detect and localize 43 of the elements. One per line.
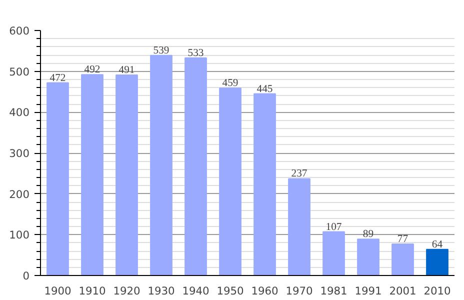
bar (219, 88, 242, 276)
data-label: 77 (397, 234, 409, 246)
data-label: 491 (118, 65, 135, 76)
x-tick-label: 1940 (182, 284, 210, 298)
data-label: 445 (256, 84, 273, 95)
x-tick-label: 1930 (148, 284, 176, 298)
x-tick-label: 1910 (78, 284, 106, 298)
bar (392, 244, 414, 276)
y-tick-label: 200 (9, 188, 30, 201)
y-tick-label: 100 (9, 228, 30, 242)
bar (322, 231, 345, 276)
x-tick-label: 1991 (354, 284, 382, 298)
bar (150, 54, 172, 276)
y-tick-label: 400 (9, 106, 30, 120)
x-tick-label: 1970 (286, 284, 314, 298)
data-label: 237 (291, 168, 308, 180)
x-tick-label: 2001 (389, 284, 416, 298)
bar (46, 82, 69, 276)
data-label: 459 (222, 78, 238, 90)
y-tick-label: 300 (9, 147, 30, 160)
data-label: 89 (362, 229, 374, 240)
bar (116, 74, 138, 276)
bar (254, 93, 276, 276)
data-label: 492 (84, 64, 100, 76)
x-tick-label: 1900 (44, 284, 72, 298)
bar (81, 74, 104, 276)
bar (357, 238, 380, 276)
x-tick-label: 1920 (113, 284, 141, 298)
data-label: 107 (326, 222, 342, 233)
y-tick-label: 600 (9, 24, 30, 38)
data-label: 472 (50, 72, 66, 84)
bar (288, 178, 310, 276)
data-label: 64 (432, 239, 444, 250)
x-tick-label: 1981 (320, 284, 348, 298)
y-tick-label: 500 (9, 65, 30, 78)
x-tick-label: 2010 (424, 284, 452, 298)
data-label: 533 (188, 48, 204, 59)
data-label: 539 (153, 45, 170, 56)
bar (426, 248, 448, 276)
y-tick-label: 0 (22, 270, 30, 282)
x-tick-label: 1960 (251, 284, 279, 298)
x-tick-label: 1950 (216, 284, 244, 298)
bar (184, 57, 207, 276)
